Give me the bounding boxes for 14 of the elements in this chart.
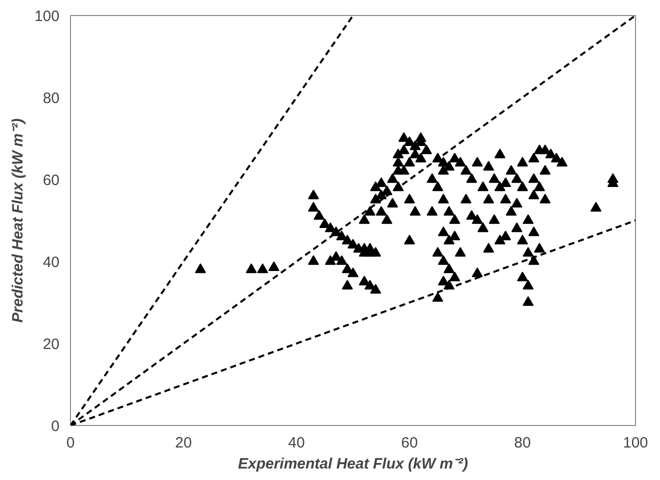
y-tick-label: 0: [51, 418, 60, 435]
x-tick-label: 0: [66, 434, 75, 452]
y-tick-label: 40: [42, 254, 60, 271]
y-axis-title: Predicted Heat Flux (kW m⁻²): [9, 118, 26, 323]
y-tick-label: 100: [34, 8, 60, 25]
y-tick-label: 80: [42, 90, 60, 107]
x-tick-label: 100: [622, 434, 648, 452]
x-tick-label: 40: [288, 434, 305, 452]
y-tick-label: 20: [42, 336, 60, 353]
y-tick-label: 60: [42, 172, 60, 189]
x-tick-label: 80: [514, 434, 531, 452]
x-axis-title: Experimental Heat Flux (kW m⁻²): [238, 456, 468, 472]
x-tick-label: 20: [175, 434, 192, 452]
x-tick-label: 60: [401, 434, 418, 452]
